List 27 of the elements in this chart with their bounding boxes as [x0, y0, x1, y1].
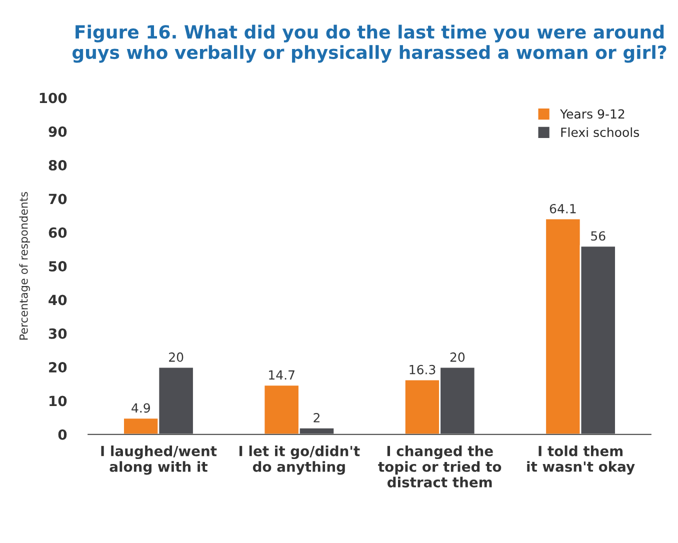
x-tick-label: I told them it wasn't okay — [527, 446, 635, 475]
data-label: 14.7 — [269, 370, 294, 380]
y-tick-label: 80 — [48, 160, 67, 171]
y-tick-label: 20 — [49, 362, 67, 373]
x-tick-label: I laughed/went along with it — [101, 446, 217, 475]
legend-label: Flexi schools — [561, 127, 640, 138]
data-label: 64.1 — [550, 204, 576, 214]
y-tick-label: 40 — [48, 294, 67, 306]
y-tick-label: 0 — [58, 429, 67, 440]
y-tick-label: 30 — [48, 328, 67, 339]
y-tick-label: 70 — [48, 194, 67, 204]
data-label: 16.3 — [410, 364, 436, 374]
x-tick-label: I changed the topic or tried to distract them — [378, 446, 502, 488]
legend-label: Years 9-12 — [560, 109, 624, 119]
y-tick-label: 100 — [40, 92, 67, 104]
data-label: 56 — [591, 231, 606, 241]
data-label: 2 — [314, 413, 320, 422]
chart-title: Figure 16. What did you do the last time you were around guys who verbally or physically harassed a woman or girl? — [72, 24, 666, 63]
y-tick-label: 10 — [50, 396, 67, 406]
data-label: 4.9 — [132, 403, 150, 413]
data-label: 20 — [450, 352, 465, 362]
y-tick-label: 60 — [48, 227, 67, 238]
y-axis-title: Percentage of respondents — [19, 192, 30, 340]
data-label: 20 — [169, 352, 184, 362]
y-tick-label: 50 — [49, 261, 67, 272]
x-tick-label: I let it go/didn't do anything — [240, 446, 360, 475]
y-tick-label: 90 — [48, 126, 67, 137]
